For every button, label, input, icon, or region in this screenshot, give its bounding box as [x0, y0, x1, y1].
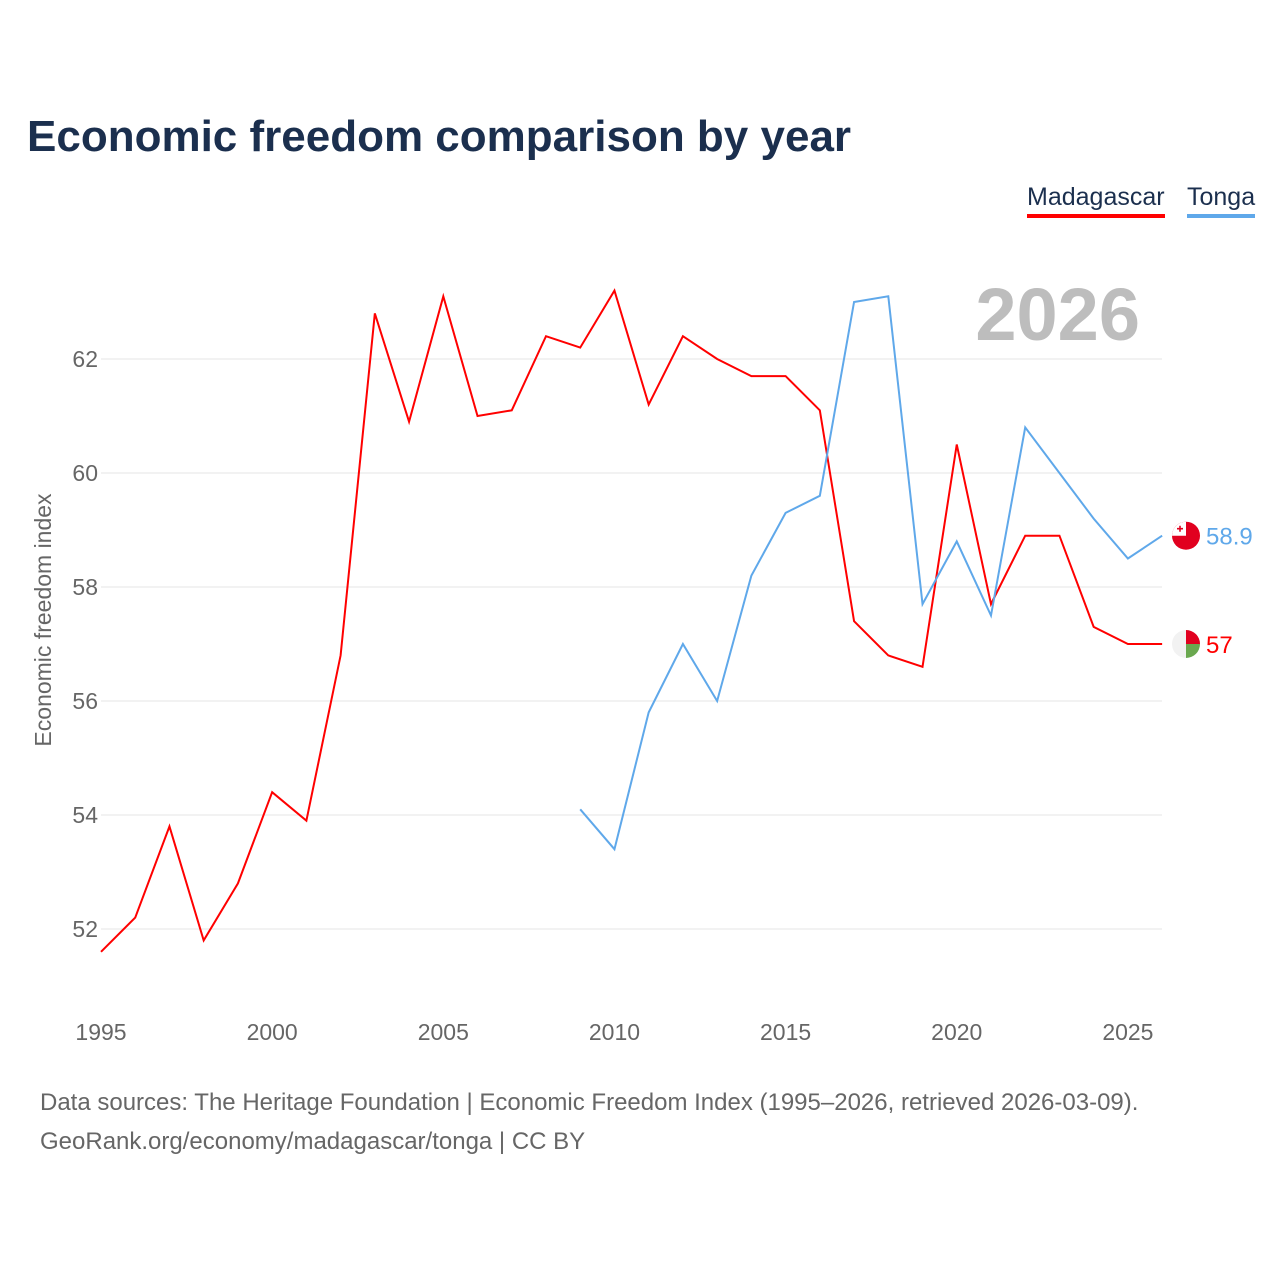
end-value-label: 57 — [1206, 632, 1233, 659]
series-line-madagascar — [100, 288, 1163, 953]
x-tick-label: 1995 — [75, 1019, 126, 1045]
y-tick-label: 56 — [72, 688, 98, 714]
year-watermark: 2026 — [975, 273, 1140, 356]
y-tick-label: 62 — [72, 346, 98, 372]
legend-madagascar[interactable]: Madagascar — [1027, 183, 1165, 218]
y-tick-label: 58 — [72, 574, 98, 600]
y-axis-label: Economic freedom index — [30, 493, 56, 747]
end-value-label: 58.9 — [1206, 524, 1253, 551]
series-line-tonga — [579, 295, 1163, 852]
y-tick-label: 52 — [72, 916, 98, 942]
source-line-2: GeoRank.org/economy/madagascar/tonga | C… — [40, 1128, 586, 1155]
legend-tonga[interactable]: Tonga — [1187, 183, 1256, 218]
y-tick-label: 60 — [72, 460, 98, 486]
flag-tonga-icon — [1172, 521, 1200, 550]
x-tick-label: 2025 — [1102, 1019, 1153, 1045]
y-tick-label: 54 — [72, 802, 98, 828]
x-tick-label: 2020 — [931, 1019, 982, 1045]
x-tick-label: 2005 — [418, 1019, 469, 1045]
x-tick-label: 2015 — [760, 1019, 811, 1045]
x-tick-label: 2010 — [589, 1019, 640, 1045]
chart-title: Economic freedom comparison by year — [27, 112, 852, 161]
source-line-1: Data sources: The Heritage Foundation | … — [40, 1089, 1139, 1116]
flag-madagascar-icon — [1172, 630, 1200, 658]
x-tick-label: 2000 — [247, 1019, 298, 1045]
